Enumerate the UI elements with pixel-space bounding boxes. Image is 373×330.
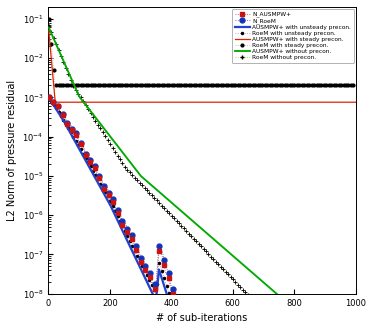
Y-axis label: L2 Norm of pressure residual: L2 Norm of pressure residual	[7, 80, 17, 221]
Legend: N_AUSMPW+, N_RoeM, AUSMPW+ with unsteady precon., RoeM with unsteady precon., AU: N_AUSMPW+, N_RoeM, AUSMPW+ with unsteady…	[232, 9, 354, 63]
X-axis label: # of sub-iterations: # of sub-iterations	[156, 313, 248, 323]
